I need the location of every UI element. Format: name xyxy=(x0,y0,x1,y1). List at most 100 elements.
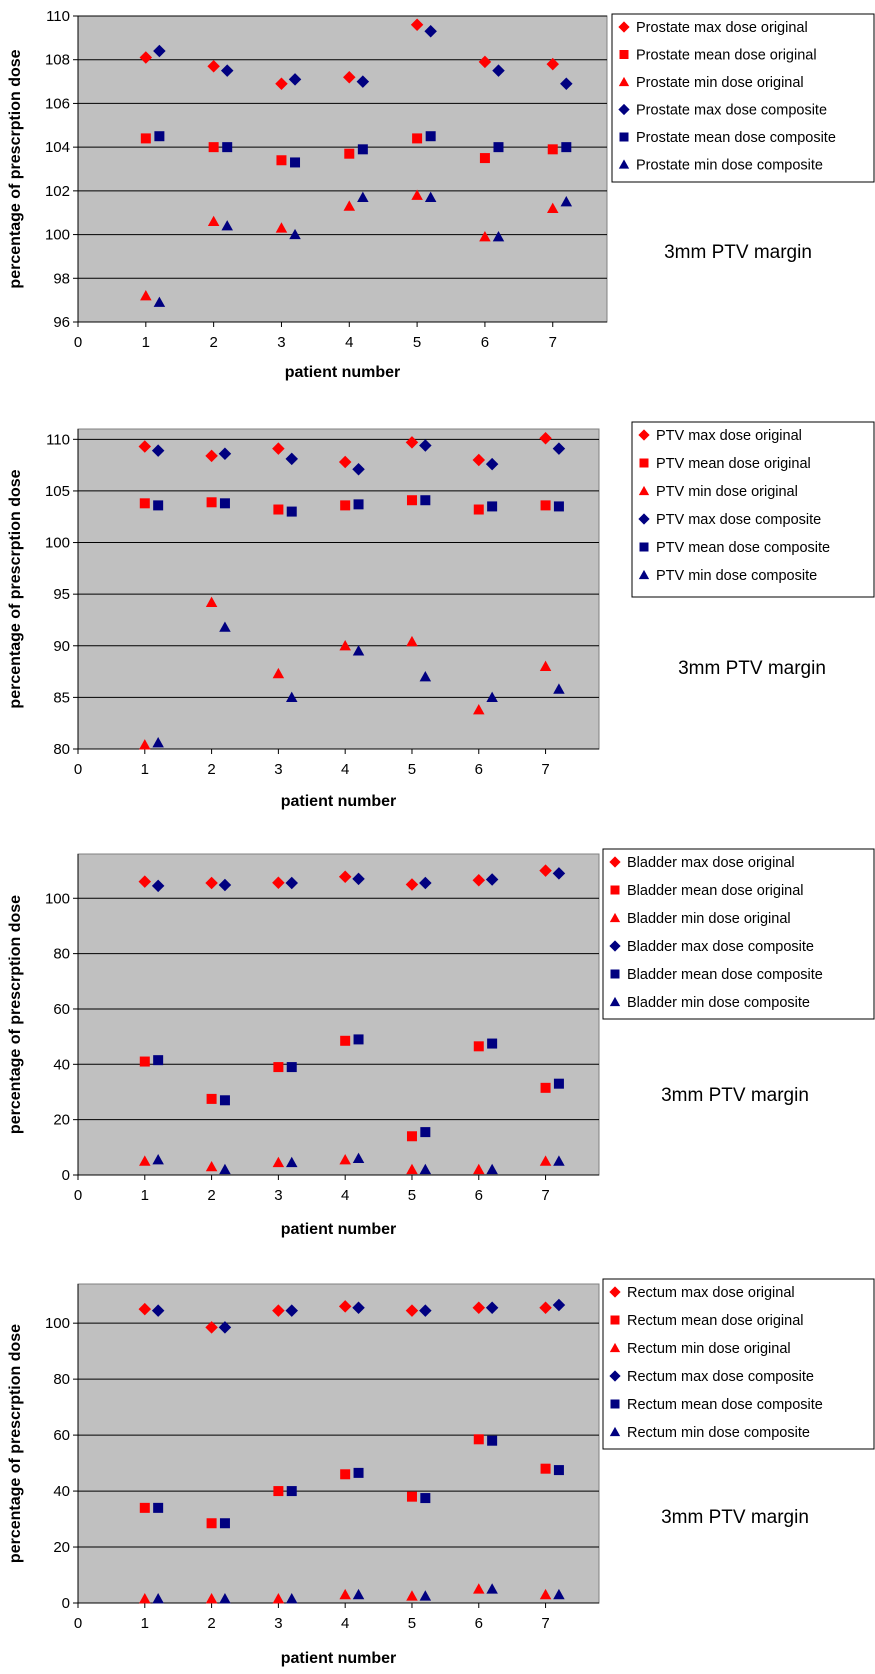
data-point xyxy=(479,153,490,164)
data-point xyxy=(406,495,417,506)
legend-marker xyxy=(609,940,621,952)
data-point xyxy=(473,1041,484,1052)
legend-entry: Prostate min dose composite xyxy=(636,158,823,174)
data-point xyxy=(357,144,368,155)
series-bladder-min-dose-composite xyxy=(152,1152,565,1175)
series-ptv-max-dose-composite xyxy=(151,439,566,476)
data-point xyxy=(272,1304,285,1317)
legend-entry: Rectum mean dose original xyxy=(627,1313,804,1329)
data-point xyxy=(473,504,484,515)
legend-marker xyxy=(638,429,650,441)
legend-entry: Bladder mean dose composite xyxy=(627,967,823,983)
data-point xyxy=(285,1304,298,1317)
x-tick-label: 5 xyxy=(408,761,416,778)
chart-panel-1: 96 98 100 102 104 106 108 110 0 1 2 3 4 5 6 7 patient nu… xyxy=(7,8,875,381)
data-point xyxy=(272,667,285,679)
legend-marker xyxy=(609,856,621,868)
data-point xyxy=(420,1493,431,1504)
data-point xyxy=(288,73,302,86)
y-tick-label: 60 xyxy=(53,1427,70,1444)
data-point xyxy=(151,1304,165,1317)
x-tick-label: 7 xyxy=(541,761,549,778)
data-point xyxy=(273,1486,284,1497)
series-ptv-min-dose-original xyxy=(139,596,552,750)
data-point xyxy=(276,155,287,166)
data-point xyxy=(151,879,165,893)
legend-marker xyxy=(639,542,649,552)
data-point xyxy=(139,1593,151,1604)
data-point xyxy=(139,1502,150,1513)
x-tick-label: 3 xyxy=(277,334,285,351)
data-point xyxy=(478,55,492,69)
data-point xyxy=(493,142,504,153)
data-point xyxy=(219,1593,231,1604)
legend-marker xyxy=(638,569,650,580)
legend-entry: Prostate mean dose composite xyxy=(636,130,836,146)
data-point xyxy=(561,142,572,153)
y-axis-label: percentage of prescrption dose xyxy=(7,1324,24,1563)
legend-marker xyxy=(638,485,650,496)
legend-entry: PTV max dose composite xyxy=(656,512,821,528)
data-point xyxy=(472,874,486,887)
series-bladder-min-dose-original xyxy=(139,1154,552,1175)
data-point xyxy=(356,75,370,88)
series-bladder-mean-dose-original xyxy=(139,1035,551,1142)
y-tick-label: 80 xyxy=(53,1371,70,1388)
data-point xyxy=(207,60,220,73)
data-point xyxy=(153,1502,164,1513)
plot-area xyxy=(77,1283,600,1604)
data-point xyxy=(286,1486,297,1497)
data-point xyxy=(553,683,565,694)
legend-marker xyxy=(618,21,630,33)
data-point xyxy=(343,70,356,84)
data-point xyxy=(552,867,566,880)
data-point xyxy=(553,1588,565,1600)
data-point xyxy=(218,1321,232,1334)
series-rectum-min-dose-original xyxy=(139,1583,552,1604)
data-point xyxy=(285,1156,298,1168)
data-point xyxy=(139,1056,150,1067)
legend-entry: Bladder min dose original xyxy=(627,911,791,927)
series-prostate-min-dose-original xyxy=(140,189,559,301)
data-point xyxy=(473,704,485,715)
data-point xyxy=(139,1155,151,1166)
x-tick-label: 2 xyxy=(207,1615,215,1632)
data-point xyxy=(338,1300,352,1313)
data-point xyxy=(473,1163,485,1175)
legend xyxy=(611,13,875,183)
legend-marker xyxy=(618,103,630,116)
data-point xyxy=(219,498,230,509)
data-point xyxy=(479,231,491,242)
legend-marker xyxy=(619,50,629,59)
data-point xyxy=(152,1593,164,1604)
data-point xyxy=(552,1298,566,1312)
y-tick-label: 0 xyxy=(62,1167,70,1184)
data-point xyxy=(272,876,285,890)
data-point xyxy=(472,453,486,467)
data-point xyxy=(485,457,499,471)
data-point xyxy=(139,51,153,64)
legend-entry: Rectum min dose composite xyxy=(627,1425,810,1441)
y-tick-label: 90 xyxy=(53,638,70,655)
x-tick-label: 0 xyxy=(74,334,82,351)
data-point xyxy=(344,148,355,159)
x-tick-label: 6 xyxy=(475,1187,483,1204)
data-point xyxy=(546,57,559,71)
data-point xyxy=(424,25,437,38)
data-point xyxy=(205,1593,218,1604)
data-point xyxy=(207,215,220,227)
x-tick-label: 0 xyxy=(74,1187,82,1204)
data-point xyxy=(352,645,365,656)
x-axis-label: patient number xyxy=(281,1650,397,1667)
data-point xyxy=(272,1593,285,1604)
legend-marker xyxy=(618,76,630,87)
data-point xyxy=(219,1095,230,1106)
data-point xyxy=(406,1491,417,1502)
legend-entry: PTV mean dose original xyxy=(656,456,811,472)
data-point xyxy=(340,500,351,511)
x-axis-label: patient number xyxy=(285,364,401,381)
data-point xyxy=(151,444,165,457)
data-point xyxy=(340,1035,351,1046)
data-point xyxy=(547,144,558,155)
data-point xyxy=(424,191,437,203)
